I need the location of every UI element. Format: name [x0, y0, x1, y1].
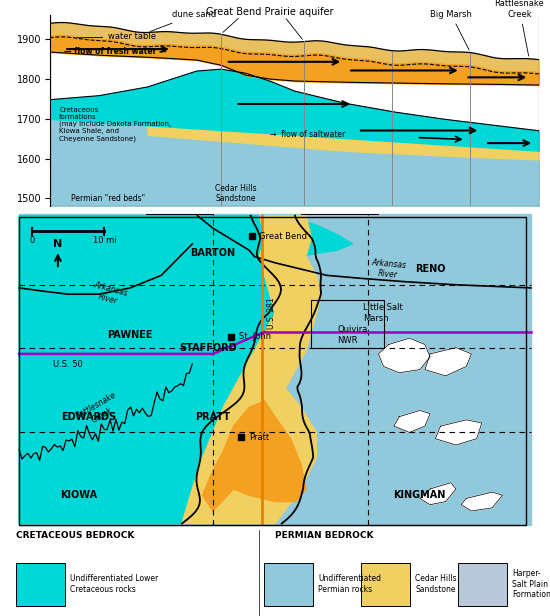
Text: Undifferentiated Lower
Cretaceous rocks: Undifferentiated Lower Cretaceous rocks — [70, 574, 158, 594]
Text: Quivira
NWR: Quivira NWR — [337, 325, 367, 345]
Polygon shape — [260, 216, 353, 259]
Polygon shape — [19, 216, 275, 524]
Text: 10 mi: 10 mi — [92, 236, 116, 245]
Text: Great Bend Prairie aquifer: Great Bend Prairie aquifer — [206, 7, 333, 17]
Text: Pratt: Pratt — [249, 432, 270, 442]
Polygon shape — [182, 216, 322, 524]
Text: CRETACEOUS BEDROCK: CRETACEOUS BEDROCK — [16, 532, 135, 540]
Text: PERMIAN BEDROCK: PERMIAN BEDROCK — [275, 532, 373, 540]
Text: U.S. 50: U.S. 50 — [53, 360, 83, 369]
Text: Rattlesnake
Creek: Rattlesnake Creek — [494, 0, 544, 56]
Text: PAWNEE: PAWNEE — [107, 330, 153, 340]
Polygon shape — [202, 401, 306, 511]
Text: Cedar Hills
Sandstone: Cedar Hills Sandstone — [214, 184, 256, 203]
Text: Permian "red beds": Permian "red beds" — [71, 194, 145, 203]
Text: dune sand: dune sand — [150, 10, 216, 31]
Bar — [311, 301, 383, 347]
Text: Arkansas
River: Arkansas River — [90, 280, 129, 308]
Text: Arkansas
River: Arkansas River — [371, 258, 407, 280]
Bar — [458, 562, 507, 606]
Polygon shape — [461, 492, 503, 511]
Polygon shape — [425, 347, 471, 376]
Polygon shape — [435, 420, 482, 445]
Polygon shape — [420, 483, 456, 505]
Polygon shape — [394, 410, 430, 432]
Text: Harper-
Salt Plain
Formation: Harper- Salt Plain Formation — [512, 569, 550, 599]
Text: — flow of fresh water —: — flow of fresh water — — [64, 47, 167, 55]
Text: Cedar Hills
Sandstone: Cedar Hills Sandstone — [415, 574, 456, 594]
Bar — [264, 562, 313, 606]
Bar — [16, 562, 65, 606]
Text: Big Marsh: Big Marsh — [430, 10, 472, 50]
Text: EDWARDS: EDWARDS — [61, 411, 117, 422]
Text: Undifferentiated
Permian rocks: Undifferentiated Permian rocks — [318, 574, 381, 594]
Text: BARTON: BARTON — [190, 248, 235, 258]
Text: Little Salt
Marsh: Little Salt Marsh — [363, 303, 403, 323]
Text: RENO: RENO — [415, 264, 446, 274]
Text: U.S. 281: U.S. 281 — [267, 298, 276, 329]
Text: 0: 0 — [29, 236, 35, 245]
Text: →  flow of saltwater: → flow of saltwater — [270, 130, 345, 139]
Text: Cretaceous
formations
(may include Dakota Formation,
Kiowa Shale, and
Cheyenne S: Cretaceous formations (may include Dakot… — [59, 107, 172, 142]
Polygon shape — [378, 338, 430, 373]
Text: water table: water table — [77, 32, 156, 41]
Text: St. John: St. John — [239, 332, 271, 341]
Text: Rattlesnake
Creek: Rattlesnake Creek — [75, 391, 124, 430]
Text: PRATT: PRATT — [195, 411, 230, 422]
Text: N: N — [53, 238, 63, 249]
Text: Great Bend: Great Bend — [260, 232, 307, 241]
Text: KINGMAN: KINGMAN — [394, 490, 446, 500]
Polygon shape — [19, 214, 531, 525]
Text: STAFFORD: STAFFORD — [179, 342, 236, 352]
Bar — [361, 562, 410, 606]
Text: KIOWA: KIOWA — [60, 490, 97, 500]
